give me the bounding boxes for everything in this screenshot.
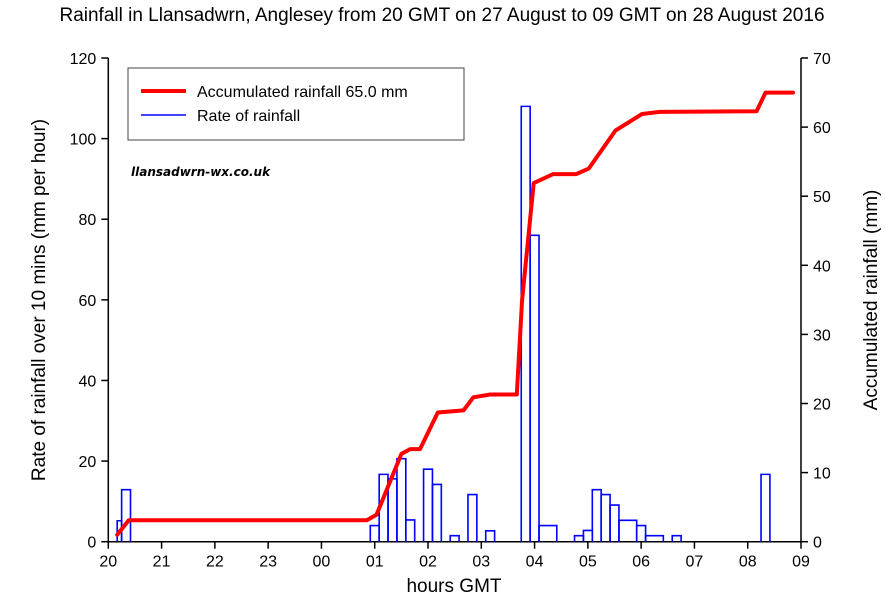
rate-bar bbox=[484, 530, 496, 542]
x-tick-label: 03 bbox=[472, 554, 490, 571]
right-y-tick-label: 70 bbox=[813, 51, 831, 68]
left-y-tick-label: 0 bbox=[87, 535, 96, 552]
x-tick-label: 08 bbox=[739, 554, 757, 571]
rate-bar bbox=[635, 524, 647, 542]
plot-area: 20 21 22 23 00 01 02 03 04 05 06 07 08 09020406080100… bbox=[70, 51, 831, 571]
watermark: llansadwrn-wx.co.uk bbox=[131, 165, 271, 179]
rate-bar bbox=[431, 483, 443, 542]
rate-bar bbox=[422, 468, 434, 542]
x-tick-label: 20 bbox=[99, 554, 117, 571]
right-y-tick-label: 0 bbox=[813, 535, 822, 552]
accumulated-rainfall-line bbox=[115, 90, 795, 537]
x-tick-label: 06 bbox=[632, 554, 650, 571]
x-tick-label: 01 bbox=[366, 554, 384, 571]
right-y-tick-label: 50 bbox=[813, 189, 831, 206]
rate-bar bbox=[369, 524, 380, 542]
chart-title: Rainfall in Llansadwrn, Anglesey from 20… bbox=[59, 5, 824, 26]
right-y-tick-label: 10 bbox=[813, 466, 831, 483]
legend-label-accumulated: Accumulated rainfall 65.0 mm bbox=[197, 84, 408, 101]
legend: Accumulated rainfall 65.0 mm Rate of rai… bbox=[127, 67, 465, 141]
rate-bar bbox=[582, 529, 594, 542]
rate-bar bbox=[405, 519, 416, 542]
left-y-tick-label: 60 bbox=[79, 293, 97, 310]
x-tick-label: 00 bbox=[313, 554, 331, 571]
legend-label-rate: Rate of rainfall bbox=[197, 108, 300, 125]
rate-bar bbox=[120, 488, 132, 542]
x-tick-label: 07 bbox=[686, 554, 704, 571]
right-y-tick-label: 30 bbox=[813, 327, 831, 344]
legend-box bbox=[127, 67, 465, 141]
x-axis-title: hours GMT bbox=[406, 576, 501, 597]
right-y-tick-label: 40 bbox=[813, 258, 831, 275]
right-axis-title: Accumulated rainfall (mm) bbox=[861, 190, 882, 411]
rate-bar bbox=[573, 534, 585, 542]
rate-bar bbox=[529, 234, 540, 542]
rate-bar bbox=[538, 524, 558, 542]
left-y-tick-label: 80 bbox=[79, 212, 97, 229]
left-y-tick-label: 40 bbox=[79, 373, 97, 390]
rate-bar bbox=[600, 493, 611, 542]
rate-bar bbox=[618, 519, 638, 542]
rate-bar bbox=[609, 504, 620, 542]
rate-bar bbox=[671, 534, 682, 542]
x-tick-label: 05 bbox=[579, 554, 597, 571]
rate-bar bbox=[467, 493, 478, 542]
x-tick-label: 22 bbox=[206, 554, 224, 571]
rate-bar bbox=[644, 534, 665, 542]
x-tick-label: 21 bbox=[153, 554, 171, 571]
left-y-tick-label: 120 bbox=[70, 51, 97, 68]
left-y-tick-label: 20 bbox=[79, 454, 97, 471]
left-y-tick-label: 100 bbox=[70, 132, 97, 149]
rate-bar bbox=[449, 534, 460, 542]
x-tick-label: 02 bbox=[419, 554, 437, 571]
right-y-tick-label: 20 bbox=[813, 397, 831, 414]
rate-bar bbox=[760, 473, 771, 542]
rate-bar bbox=[591, 488, 602, 542]
rate-bar bbox=[396, 457, 407, 542]
x-tick-label: 04 bbox=[526, 554, 544, 571]
x-tick-label: 09 bbox=[792, 554, 810, 571]
left-axis-title: Rate of rainfall over 10 mins (mm per ho… bbox=[29, 119, 50, 481]
right-y-tick-label: 60 bbox=[813, 120, 831, 137]
x-tick-label: 23 bbox=[259, 554, 277, 571]
